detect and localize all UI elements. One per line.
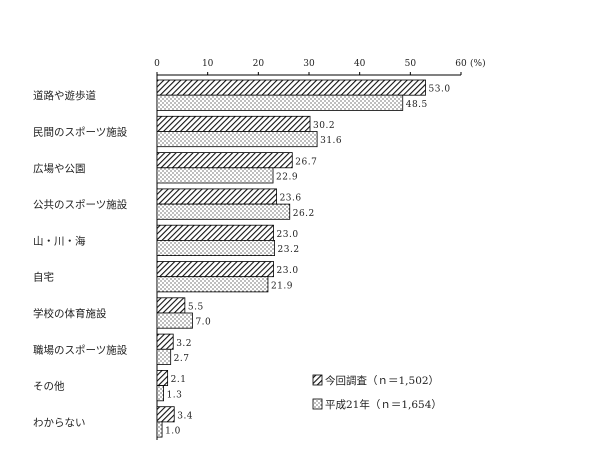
category-label: 民間のスポーツ施設 (33, 126, 128, 139)
legend-label: 今回調査（ｎ＝1,502） (325, 374, 439, 387)
category-label: わからない (33, 417, 86, 429)
bar (156, 115, 311, 132)
bar (156, 369, 169, 386)
category-label: 公共のスポーツ施設 (33, 198, 128, 211)
bar (156, 188, 277, 205)
data-label: 26.7 (295, 157, 317, 167)
data-label: 30.2 (313, 121, 335, 131)
tick-label: 0 (154, 59, 160, 69)
data-label: 1.0 (165, 427, 181, 437)
tick-label: 10 (202, 59, 214, 69)
data-label: 3.4 (177, 411, 193, 421)
category-label: 山・川・海 (33, 234, 86, 247)
unit-label: (%) (470, 58, 486, 69)
bars: 53.048.5 30.2 31.6 26.7 22.9 23.6 26.2 23.0 23.2… (156, 79, 451, 438)
data-label: 5.5 (188, 303, 204, 313)
bar (156, 152, 293, 169)
category-label: 広場や公園 (33, 162, 86, 175)
bar (156, 94, 404, 111)
bar (156, 385, 164, 402)
data-label: 31.6 (320, 136, 342, 146)
tick-label: 50 (405, 59, 417, 69)
data-label: 7.0 (195, 318, 211, 328)
tick-label: 40 (354, 59, 366, 69)
data-label: 23.0 (277, 266, 299, 276)
category-label: 学校の体育施設 (33, 307, 107, 320)
bar (156, 224, 274, 241)
data-label: 23.6 (280, 194, 302, 204)
category-label: 職場のスポーツ施設 (33, 343, 128, 356)
bar (156, 312, 193, 329)
bar (156, 333, 174, 350)
legend-swatch (312, 398, 323, 410)
data-label: 1.3 (167, 390, 183, 400)
bar (156, 239, 275, 256)
bar (156, 203, 291, 220)
data-label: 2.7 (174, 354, 190, 364)
bar (156, 276, 269, 293)
bar (156, 131, 318, 148)
data-label: 26.2 (293, 209, 315, 219)
data-label: 2.1 (171, 375, 187, 385)
data-label: 23.0 (277, 230, 299, 240)
bar (156, 348, 172, 365)
category-label: 道路や遊歩道 (33, 89, 96, 102)
legend-label: 平成21年（ｎ＝1,654） (325, 398, 442, 411)
data-label: 21.9 (271, 281, 293, 291)
data-label: 3.2 (176, 339, 192, 349)
data-label: 53.0 (429, 85, 451, 95)
bar (156, 297, 186, 314)
category-label: 自宅 (33, 271, 54, 284)
bar (156, 261, 274, 278)
data-label: 23.2 (278, 245, 300, 255)
data-label: 48.5 (406, 100, 428, 110)
tick-label: 20 (253, 59, 265, 69)
tick-label: 60 (455, 59, 467, 69)
legend: 今回調査（ｎ＝1,502） 平成21年（ｎ＝1,654） (312, 374, 442, 411)
bar (156, 406, 175, 423)
tick-label: 30 (303, 59, 315, 69)
bar (156, 167, 274, 184)
bar (156, 79, 426, 96)
category-labels: 道路や遊歩道民間のスポーツ施設広場や公園公共のスポーツ施設山・川・海自宅学校の体… (33, 89, 128, 429)
bar (156, 421, 163, 438)
legend-swatch (312, 374, 323, 386)
category-label: その他 (33, 380, 65, 393)
data-label: 22.9 (276, 173, 298, 183)
